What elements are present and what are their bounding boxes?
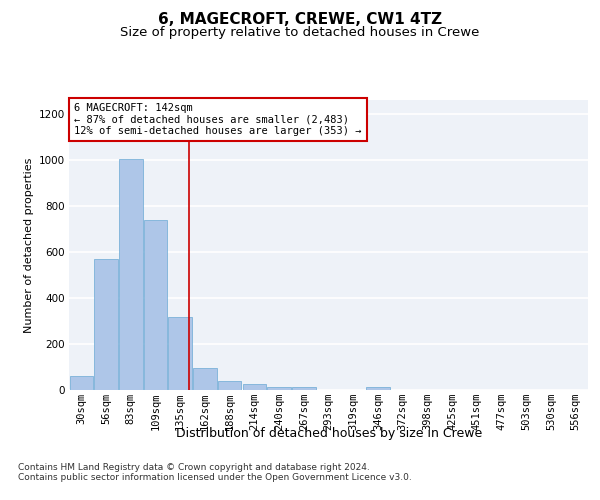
Text: Contains HM Land Registry data © Crown copyright and database right 2024.
Contai: Contains HM Land Registry data © Crown c… [18,462,412,482]
Bar [218,382,241,390]
Y-axis label: Number of detached properties: Number of detached properties [25,158,34,332]
Text: Distribution of detached houses by size in Crewe: Distribution of detached houses by size … [176,428,482,440]
Bar [268,387,291,390]
Bar [119,159,143,390]
Bar [242,384,266,390]
Bar [70,376,93,390]
Bar [193,368,217,390]
Bar [366,387,389,390]
Bar [144,220,167,390]
Bar [292,387,316,390]
Bar [169,318,192,390]
Text: 6, MAGECROFT, CREWE, CW1 4TZ: 6, MAGECROFT, CREWE, CW1 4TZ [158,12,442,28]
Text: Size of property relative to detached houses in Crewe: Size of property relative to detached ho… [121,26,479,39]
Bar [94,260,118,390]
Text: 6 MAGECROFT: 142sqm
← 87% of detached houses are smaller (2,483)
12% of semi-det: 6 MAGECROFT: 142sqm ← 87% of detached ho… [74,103,362,136]
